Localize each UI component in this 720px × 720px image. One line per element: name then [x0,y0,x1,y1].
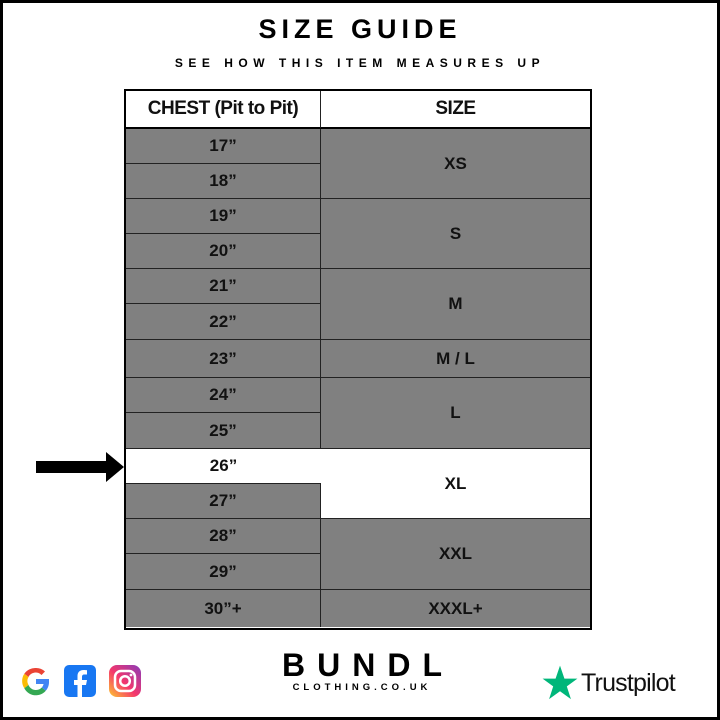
chest-cell: 22” [126,304,321,340]
header-chest: CHEST (Pit to Pit) [126,91,321,129]
header-size: SIZE [321,91,590,129]
size-cell-highlighted: XL [321,449,590,519]
brand-website: CLOTHING.CO.UK [292,682,432,693]
chest-cell: 21” [126,269,321,304]
google-icon[interactable] [20,664,52,698]
trustpilot-logo[interactable]: Trustpilot [541,664,676,702]
brand-logo: BUNDL CLOTHING.CO.UK [270,648,450,693]
size-cell: M [321,269,590,340]
size-cell: L [321,378,590,449]
social-icons [20,664,142,698]
chest-cell: 20” [126,234,321,269]
chest-cell: 18” [126,164,321,199]
size-table: CHEST (Pit to Pit) SIZE 17” 18” 19” 20” … [124,89,592,630]
instagram-icon[interactable] [108,664,142,698]
chest-cell: 23” [126,340,321,378]
facebook-icon[interactable] [64,664,96,698]
chest-cell: 28” [126,519,321,554]
chest-cell: 24” [126,378,321,413]
size-cell: XS [321,129,590,199]
size-cell: XXL [321,519,590,590]
chest-cell: 29” [126,554,321,590]
brand-name: BUNDL [282,647,454,683]
size-cell: S [321,199,590,269]
arrow-right-icon [36,452,124,482]
star-icon [542,665,578,700]
chest-cell-highlighted: 26” [126,449,321,484]
trustpilot-label: Trustpilot [581,668,676,697]
size-cell: M / L [321,340,590,378]
chest-cell: 27” [126,484,321,519]
chest-cell: 25” [126,413,321,449]
chest-cell: 19” [126,199,321,234]
page-subtitle: SEE HOW THIS ITEM MEASURES UP [174,56,546,70]
chest-cell: 30”+ [126,590,321,627]
chest-cell: 17” [126,129,321,164]
size-cell: XXXL+ [321,590,590,627]
page-title: SIZE GUIDE [258,14,462,44]
